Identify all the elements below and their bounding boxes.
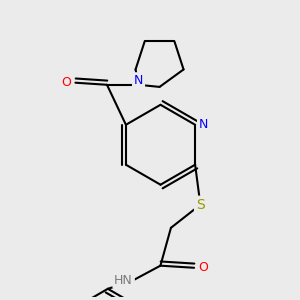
Text: N: N	[199, 118, 208, 131]
Text: HN: HN	[114, 274, 133, 287]
Text: S: S	[196, 198, 205, 212]
Text: N: N	[134, 74, 143, 87]
Text: O: O	[61, 76, 71, 89]
Text: O: O	[199, 261, 208, 274]
